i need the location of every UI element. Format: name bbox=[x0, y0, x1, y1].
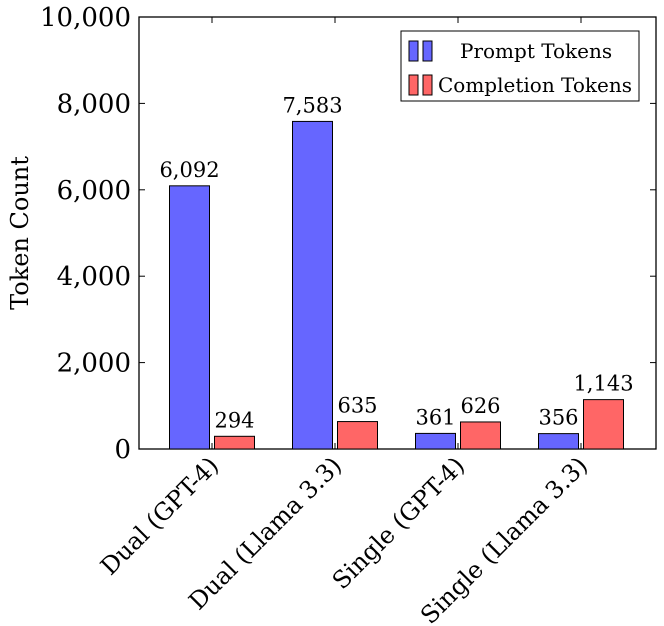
legend-swatch bbox=[422, 40, 433, 62]
bar-prompt bbox=[292, 120, 333, 450]
legend-swatch bbox=[422, 74, 433, 96]
bar-completion bbox=[337, 421, 378, 450]
y-axis-label: Token Count bbox=[6, 156, 34, 310]
data-label: 361 bbox=[415, 405, 455, 429]
bar-completion bbox=[583, 399, 624, 450]
data-label: 635 bbox=[337, 394, 377, 418]
bar-prompt bbox=[538, 433, 579, 450]
bar-completion bbox=[214, 435, 255, 450]
data-label: 356 bbox=[538, 406, 578, 430]
y-tick-label: 4,000 bbox=[57, 262, 131, 292]
data-label: 7,583 bbox=[282, 93, 342, 117]
legend-swatch bbox=[408, 40, 419, 62]
data-label: 1,143 bbox=[573, 372, 633, 396]
x-category-label: Single (GPT-4) bbox=[327, 451, 470, 594]
bar-prompt bbox=[415, 432, 456, 450]
legend: Prompt Tokens Completion Tokens bbox=[400, 30, 640, 102]
data-labels: 6,092 7,583 361 356 294 635 626 1,143 bbox=[159, 93, 633, 432]
y-tick-label: 2,000 bbox=[57, 349, 131, 379]
legend-label: Prompt Tokens bbox=[460, 39, 612, 63]
legend-label: Completion Tokens bbox=[438, 73, 632, 97]
y-tick-label: 6,000 bbox=[57, 176, 131, 206]
data-label: 626 bbox=[460, 394, 500, 418]
y-tick-label: 0 bbox=[114, 435, 131, 465]
y-tick-label: 10,000 bbox=[40, 3, 131, 33]
bar-prompt bbox=[169, 185, 210, 450]
data-label: 6,092 bbox=[159, 158, 219, 182]
y-tick-label: 8,000 bbox=[57, 89, 131, 119]
x-category-label: Dual (GPT-4) bbox=[95, 451, 224, 580]
data-label: 294 bbox=[214, 408, 254, 432]
bar-completion bbox=[460, 421, 501, 450]
plot-frame bbox=[138, 16, 657, 450]
bars bbox=[169, 120, 624, 450]
legend-swatch bbox=[408, 74, 419, 96]
legend-box bbox=[400, 30, 640, 102]
